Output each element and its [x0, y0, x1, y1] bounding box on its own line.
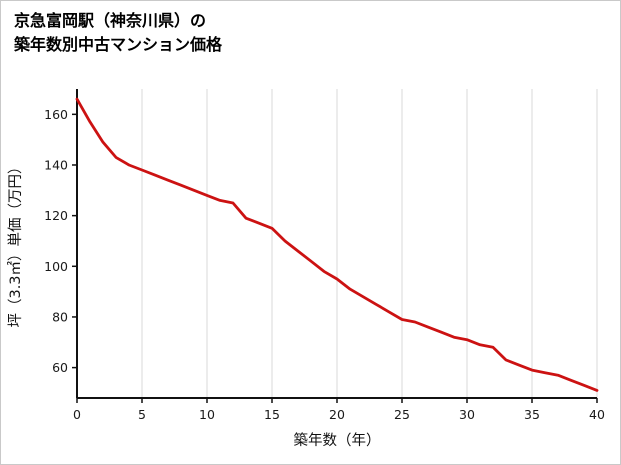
y-tick-label-100: 100 — [44, 259, 68, 274]
x-tick-label-35: 35 — [524, 407, 540, 422]
chart-title-line2: 築年数別中古マンション価格 — [14, 35, 223, 54]
x-tick-label-10: 10 — [199, 407, 215, 422]
line-chart: 0 5 10 15 20 25 30 35 40 60 80 100 120 140 160 築年数（年） 坪（… — [7, 89, 605, 449]
chart-area: 0 5 10 15 20 25 30 35 40 60 80 100 120 140 160 築年数（年） 坪（… — [2, 77, 619, 462]
chart-title: 京急富岡駅（神奈川県）の 築年数別中古マンション価格 — [14, 9, 222, 57]
y-tick-label-120: 120 — [44, 208, 68, 223]
price-line — [75, 97, 599, 392]
x-axis-label: 築年数（年） — [294, 431, 381, 449]
y-tick-label-160: 160 — [44, 107, 68, 122]
x-tick-label-40: 40 — [589, 407, 605, 422]
y-axis-label: 坪（3.3㎡）単価（万円） — [7, 159, 24, 327]
x-tick-label-20: 20 — [329, 407, 345, 422]
y-tick-label-60: 60 — [52, 360, 68, 375]
x-tick-label-5: 5 — [138, 407, 146, 422]
y-tick-label-80: 80 — [52, 309, 68, 324]
y-tick-label-140: 140 — [44, 157, 68, 172]
x-tick-label-25: 25 — [394, 407, 410, 422]
chart-title-line1: 京急富岡駅（神奈川県）の — [14, 11, 207, 30]
x-tick-label-15: 15 — [264, 407, 280, 422]
x-tick-label-30: 30 — [459, 407, 475, 422]
x-tick-label-0: 0 — [73, 407, 81, 422]
